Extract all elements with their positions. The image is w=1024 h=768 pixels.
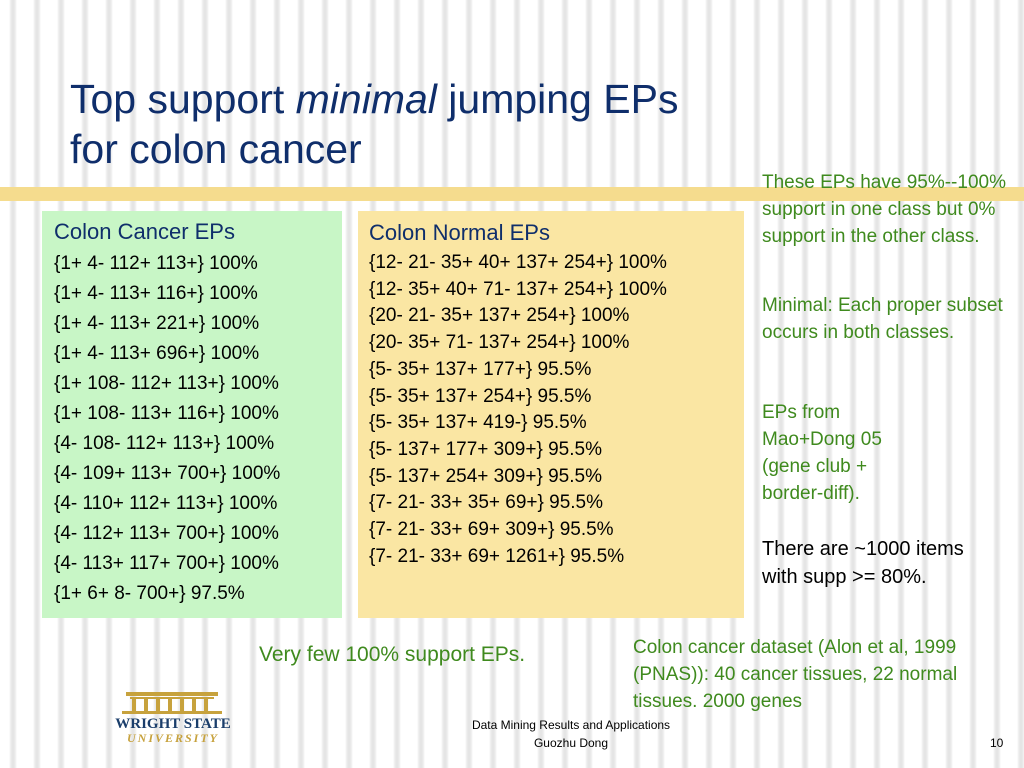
slide-number: 10 [990, 736, 1004, 750]
note-item-count: There are ~1000 items with supp >= 80%. [762, 538, 964, 588]
colon-cancer-eps-list: {1+ 4- 112+ 113+} 100% {1+ 4- 113+ 116+}… [54, 249, 342, 609]
footnote-dataset: Colon cancer dataset (Alon et al, 1999 (… [633, 637, 958, 712]
title-line1-pre: Top support [70, 76, 296, 122]
list-item: {5- 35+ 137+ 254+} 95.5% [369, 385, 592, 407]
wright-state-university-logo: WRIGHT STATE UNIVERSITY [115, 692, 231, 745]
list-item: {1+ 4- 113+ 116+} 100% [54, 283, 258, 304]
list-item: {20- 21- 35+ 137+ 254+} 100% [369, 305, 630, 327]
list-item: {1+ 108- 113+ 116+} 100% [54, 403, 279, 424]
note-ep-source: EPs from Mao+Dong 05 (gene club + border… [762, 402, 882, 504]
note-minimal-definition: Minimal: Each proper subset occurs in bo… [762, 295, 1003, 343]
list-item: {7- 21- 33+ 69+ 309+} 95.5% [369, 519, 614, 541]
colon-normal-eps-list: {12- 21- 35+ 40+ 137+ 254+} 100% {12- 35… [369, 250, 744, 570]
list-item: {7- 21- 33+ 69+ 1261+} 95.5% [369, 545, 625, 567]
list-item: {12- 35+ 40+ 71- 137+ 254+} 100% [369, 278, 667, 300]
colon-normal-eps-box: Colon Normal EPs {12- 21- 35+ 40+ 137+ 2… [358, 211, 744, 618]
footer-course-title: Data Mining Results and Applications Guo… [440, 716, 702, 752]
title-divider-bar [0, 187, 1024, 201]
colon-cancer-eps-box: Colon Cancer EPs {1+ 4- 112+ 113+} 100% … [42, 211, 342, 618]
list-item: {7- 21- 33+ 35+ 69+} 95.5% [369, 492, 604, 514]
list-item: {1+ 4- 112+ 113+} 100% [54, 253, 258, 274]
list-item: {1+ 4- 113+ 221+} 100% [54, 313, 260, 334]
list-item: {4- 109+ 113+ 700+} 100% [54, 463, 281, 484]
title-emphasis: minimal [295, 76, 437, 122]
list-item: {5- 137+ 254+ 309+} 95.5% [369, 465, 602, 487]
footer-line1: Data Mining Results and Applications [471, 718, 671, 732]
list-item: {4- 108- 112+ 113+} 100% [54, 433, 275, 454]
note-support-definition: These EPs have 95%--100% support in one … [762, 172, 1006, 247]
list-item: {5- 35+ 137+ 177+} 95.5% [369, 358, 592, 380]
footer-author: Guozhu Dong [533, 736, 609, 750]
title-line1-post: jumping EPs [436, 76, 679, 122]
list-item: {12- 21- 35+ 40+ 137+ 254+} 100% [369, 252, 667, 273]
list-item: {1+ 6+ 8- 700+} 97.5% [54, 583, 245, 604]
footnote-few-eps: Very few 100% support EPs. [259, 643, 526, 666]
list-item: {4- 110+ 112+ 113+} 100% [54, 493, 278, 514]
colon-cancer-eps-heading: Colon Cancer EPs [54, 219, 235, 244]
list-item: {20- 35+ 71- 137+ 254+} 100% [369, 332, 630, 354]
logo-wordmark-line1: WRIGHT STATE [115, 716, 230, 732]
list-item: {4- 113+ 117+ 700+} 100% [54, 553, 279, 574]
list-item: {5- 35+ 137+ 419-} 95.5% [369, 412, 587, 434]
title-line2: for colon cancer [70, 126, 362, 172]
logo-wordmark-line2: UNIVERSITY [127, 731, 219, 745]
list-item: {5- 137+ 177+ 309+} 95.5% [369, 438, 602, 460]
list-item: {4- 112+ 113+ 700+} 100% [54, 523, 279, 544]
list-item: {1+ 4- 113+ 696+} 100% [54, 343, 260, 364]
colon-normal-eps-heading: Colon Normal EPs [369, 220, 550, 245]
list-item: {1+ 108- 112+ 113+} 100% [54, 373, 279, 394]
slide-title: Top support minimal jumping EPs for colo… [70, 74, 678, 174]
